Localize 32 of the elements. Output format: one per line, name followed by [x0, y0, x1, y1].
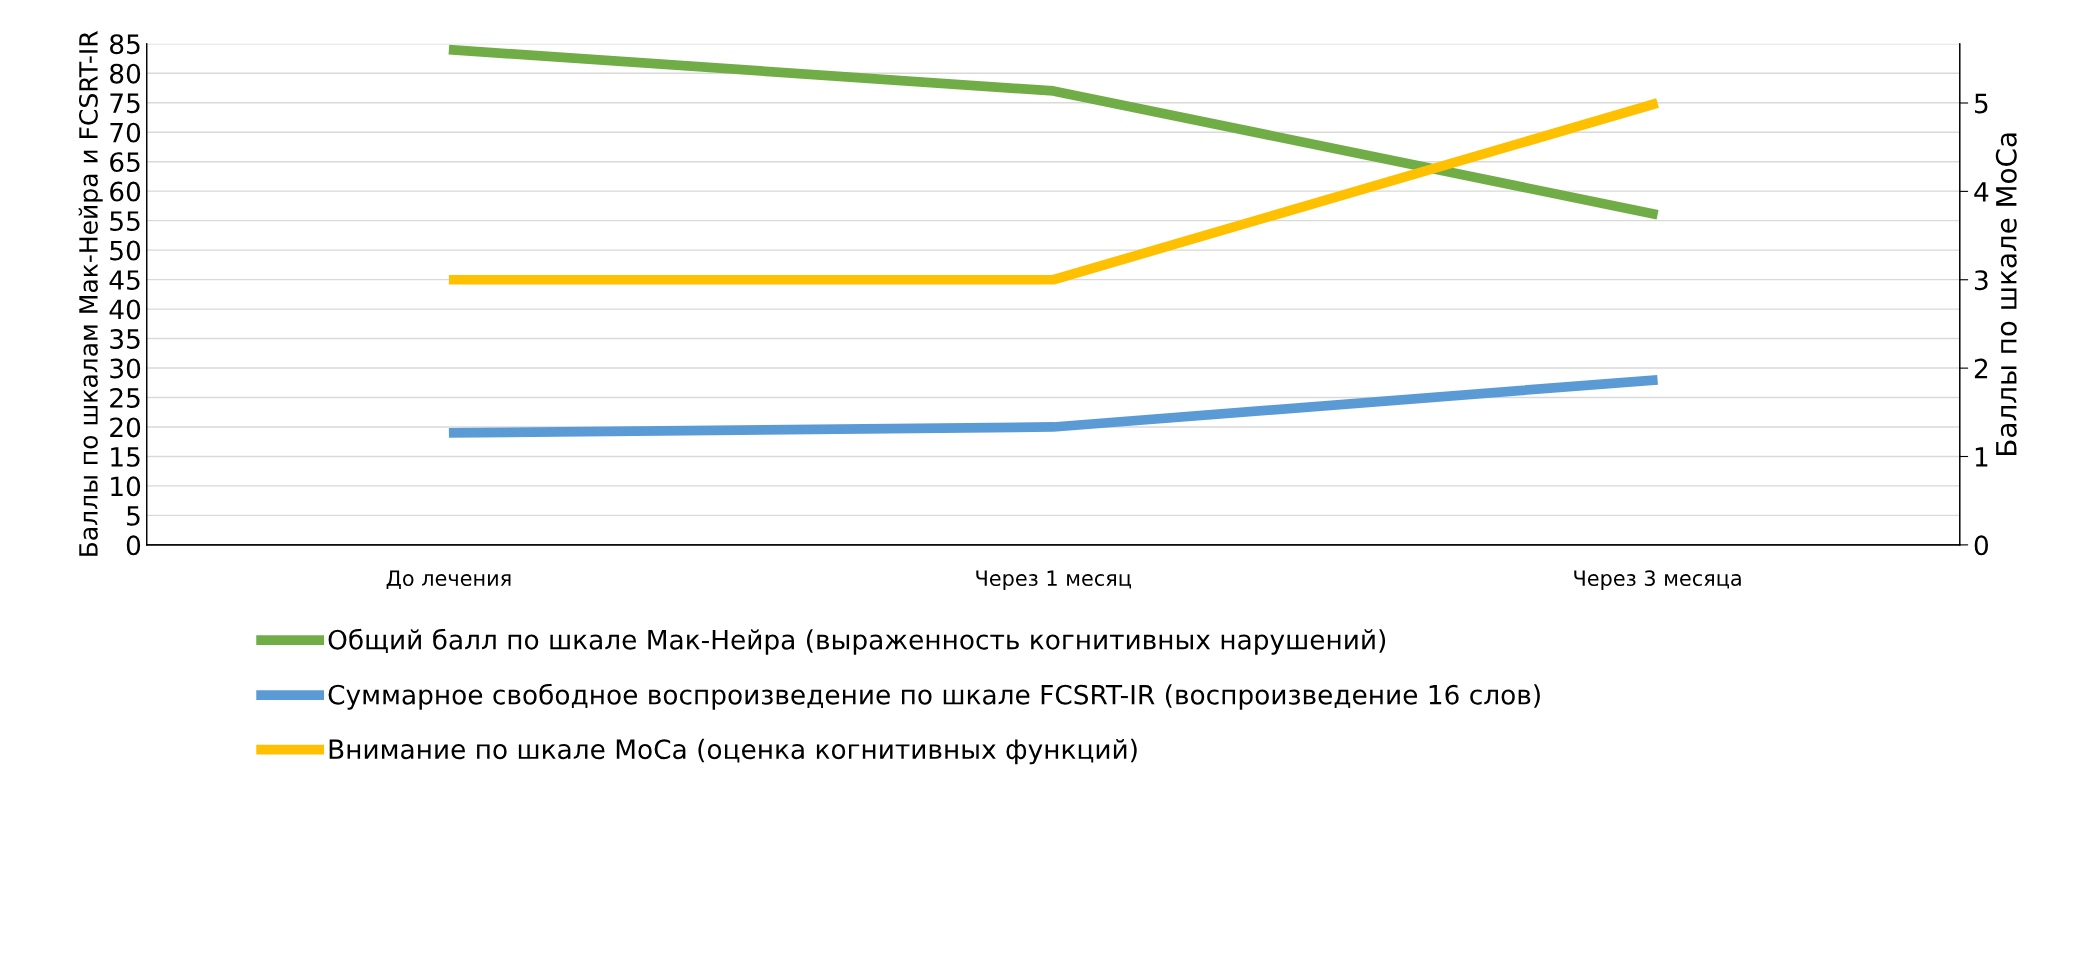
- y-tick-label: 35: [110, 328, 140, 349]
- y-tick-label: 85: [110, 34, 140, 55]
- legend-label: Общий балл по шкале Мак-Нейра (выраженность когнитивных нарушений): [328, 628, 1386, 655]
- y-tick-label: 50: [110, 240, 141, 261]
- y-tick-label: 65: [110, 152, 140, 173]
- y2-tick-label: 4: [1974, 182, 1989, 202]
- x-tick-label: До лечения: [386, 570, 511, 589]
- y-tick-label: 30: [110, 358, 141, 379]
- y-tick-label: 5: [127, 506, 140, 526]
- legend-label: Суммарное свободное воспроизведение по шкале FCSRT-IR (воспроизведение 16 слов): [328, 683, 1540, 710]
- y-tick-label: 75: [110, 93, 140, 114]
- x-tick-label: Через 1 месяц: [976, 570, 1131, 591]
- y-tick-label: 55: [110, 211, 140, 232]
- y2-axis-title: Баллы по шкале MoCa: [1995, 133, 2017, 455]
- y-tick-label: 10: [111, 476, 141, 497]
- y-tick-label: 45: [109, 270, 140, 290]
- y-tick-label: 70: [110, 122, 141, 143]
- y-tick-label: 20: [110, 417, 141, 438]
- y-tick-label: 0: [126, 535, 141, 556]
- y2-tick-label: 3: [1974, 270, 1988, 291]
- y-tick-label: 25: [110, 387, 140, 408]
- y2-tick-label: 2: [1974, 358, 1988, 379]
- y-tick-label: 40: [109, 299, 141, 320]
- y-axis-title: Баллы по шкалам Мак-Нейра и FCSRT-IR: [78, 31, 103, 556]
- y-tick-label: 60: [110, 181, 141, 202]
- y2-tick-label: 1: [1975, 447, 1988, 467]
- legend-label: Внимание по шкале MoCa (оценка когнитивных функций): [329, 738, 1137, 765]
- x-tick-label: Через 3 месяца: [1574, 570, 1741, 591]
- y2-tick-label: 0: [1974, 535, 1988, 556]
- y-tick-label: 80: [110, 63, 141, 84]
- y-tick-label: 15: [111, 447, 140, 467]
- y2-tick-label: 5: [1974, 93, 1988, 114]
